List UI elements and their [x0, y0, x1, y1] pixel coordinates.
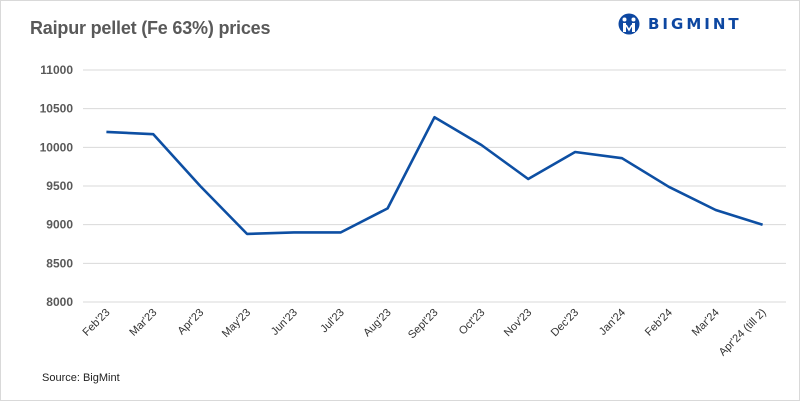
source-note: Source: BigMint — [42, 372, 120, 384]
x-tick-label: Nov'23 — [502, 307, 534, 339]
x-tick-label: Jul'23 — [318, 307, 347, 336]
y-tick-label: 10500 — [40, 102, 74, 116]
bigmint-logo: BIGMINT — [618, 13, 742, 35]
y-tick-label: 10000 — [40, 140, 74, 154]
x-tick-label: Sept'23 — [406, 307, 441, 342]
logo-text: BIGMINT — [648, 15, 742, 33]
y-tick-label: 8000 — [46, 295, 73, 309]
x-tick-label: Mar'24 — [690, 307, 722, 339]
x-tick-label: Oct'23 — [457, 307, 488, 338]
x-tick-label: Jun'23 — [269, 307, 300, 338]
x-tick-label: Feb'24 — [643, 307, 675, 339]
y-tick-label: 9500 — [46, 179, 73, 193]
x-tick-label: Dec'23 — [549, 307, 581, 339]
x-tick-label: Apr'23 — [176, 307, 207, 338]
x-tick-label: Jan'24 — [597, 307, 628, 338]
y-tick-label: 9000 — [46, 218, 73, 232]
y-tick-label: 11000 — [40, 63, 73, 77]
x-tick-label: Apr'24 (till 2) — [717, 307, 769, 359]
x-tick-label: Aug'23 — [361, 307, 393, 339]
x-tick-label: Feb'23 — [81, 307, 113, 339]
x-tick-label: May'23 — [220, 307, 253, 340]
price-series-line — [106, 115, 763, 236]
bigmint-people-icon — [618, 13, 640, 35]
x-tick-label: Mar'23 — [127, 307, 159, 339]
y-tick-label: 8500 — [46, 256, 73, 270]
chart-title: Raipur pellet (Fe 63%) prices — [30, 18, 271, 38]
